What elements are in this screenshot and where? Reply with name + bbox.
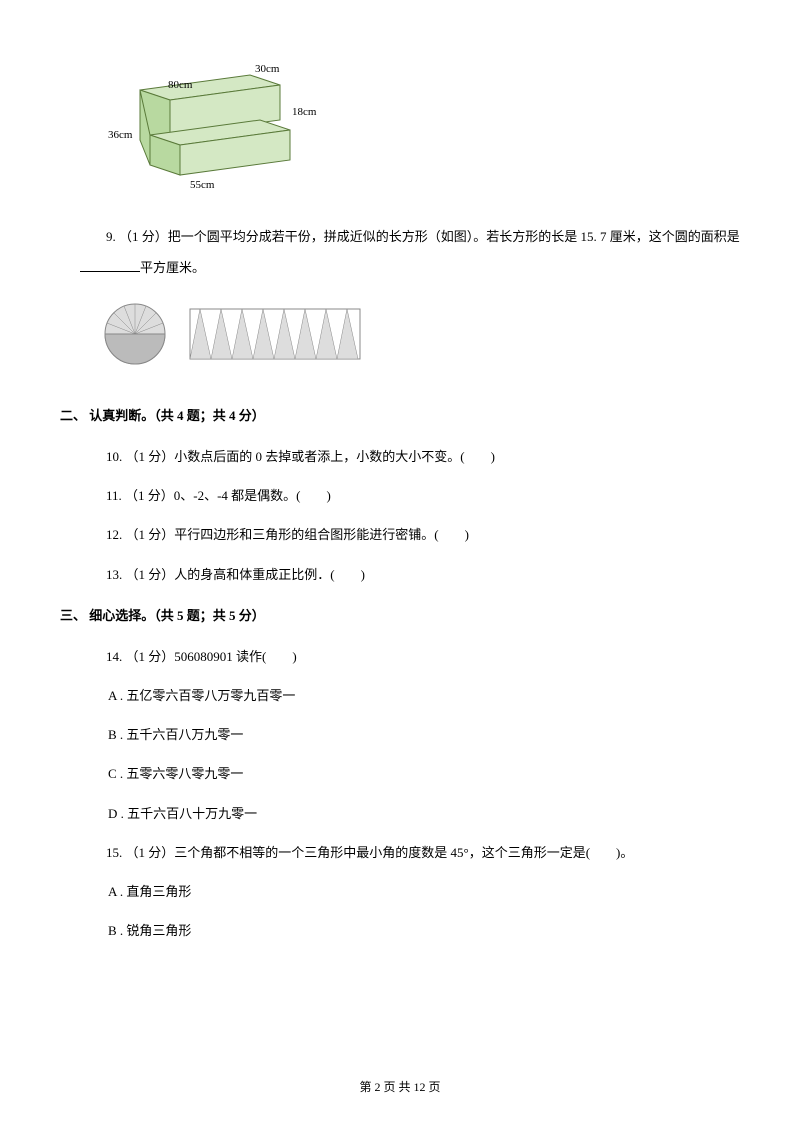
label-left-length: 80cm xyxy=(168,79,193,91)
question-11: 11. （1 分）0、-2、-4 都是偶数。( ) xyxy=(80,480,740,511)
rectangle-sectors-icon xyxy=(190,309,360,359)
question-13: 13. （1 分）人的身高和体重成正比例．( ) xyxy=(80,559,740,590)
q9-blank xyxy=(80,259,140,272)
q15-choice-b: B . 锐角三角形 xyxy=(108,915,740,946)
q14-choice-a: A . 五亿零六百零八万零九百零一 xyxy=(108,680,740,711)
question-12: 12. （1 分）平行四边形和三角形的组合图形能进行密铺。( ) xyxy=(80,519,740,550)
page-footer: 第 2 页 共 12 页 xyxy=(0,1073,800,1102)
label-bottom-width: 55cm xyxy=(190,179,215,190)
q9-prefix: 9. （1 分）把一个圆平均分成若干份，拼成近似的长方形（如图）。若长方形的长是… xyxy=(106,229,740,244)
section-2-header: 二、 认真判断。（共 4 题；共 4 分） xyxy=(60,400,740,431)
question-10: 10. （1 分）小数点后面的 0 去掉或者添上，小数的大小不变。( ) xyxy=(80,441,740,472)
q14-choice-c: C . 五零六零八零九零一 xyxy=(108,758,740,789)
label-left-height: 36cm xyxy=(108,129,133,141)
q14-choice-b: B . 五千六百八万九零一 xyxy=(108,719,740,750)
q14-choice-d: D . 五千六百八十万九零一 xyxy=(108,798,740,829)
section-3-header: 三、 细心选择。（共 5 题；共 5 分） xyxy=(60,600,740,631)
q15-choice-a: A . 直角三角形 xyxy=(108,876,740,907)
circle-rectangle-diagram xyxy=(100,299,740,380)
label-top-width: 30cm xyxy=(255,63,280,75)
prism-diagram: 30cm 80cm 18cm 36cm 55cm xyxy=(100,60,740,201)
question-9: 9. （1 分）把一个圆平均分成若干份，拼成近似的长方形（如图）。若长方形的长是… xyxy=(80,221,740,283)
question-15: 15. （1 分）三个角都不相等的一个三角形中最小角的度数是 45°，这个三角形… xyxy=(80,837,740,868)
circle-sectors-icon xyxy=(105,304,165,364)
q9-suffix: 平方厘米。 xyxy=(140,260,205,275)
question-14: 14. （1 分）506080901 读作( ) xyxy=(80,641,740,672)
label-right-height: 18cm xyxy=(292,106,317,118)
